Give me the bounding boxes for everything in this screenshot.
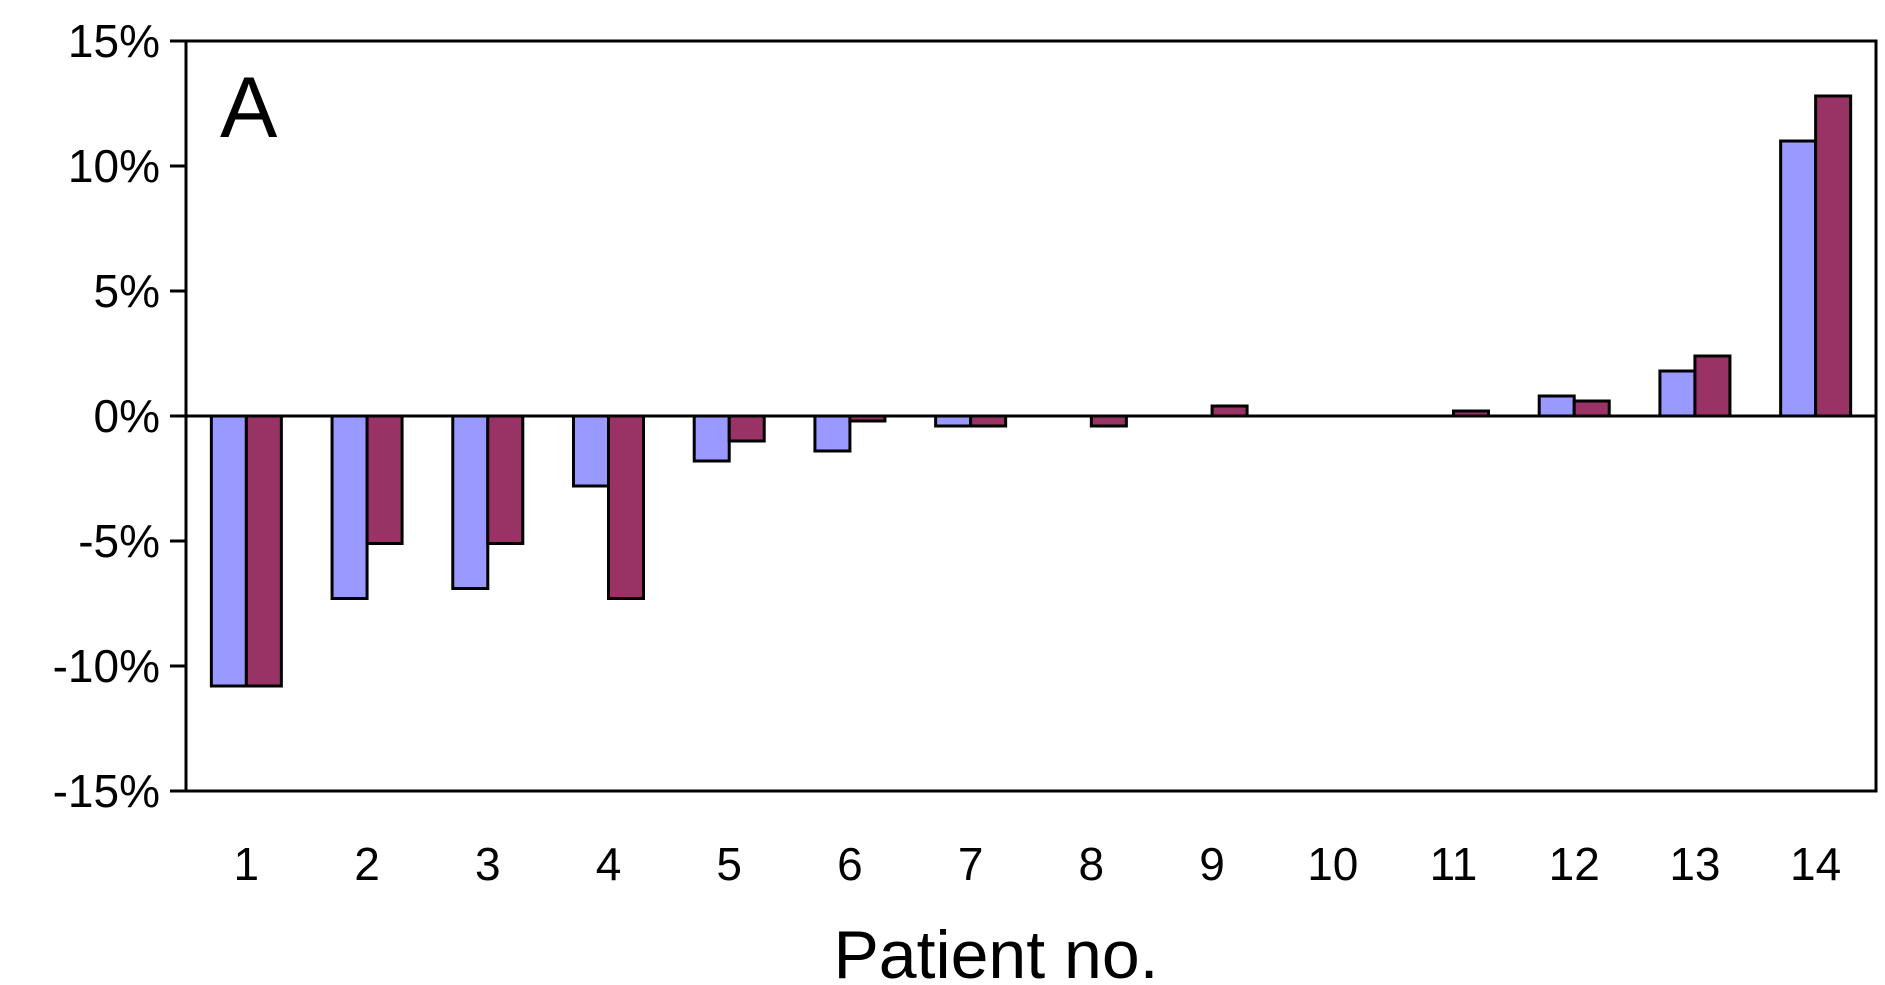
x-tick-label: 7	[958, 838, 984, 890]
x-tick-label: 9	[1199, 838, 1225, 890]
x-tick-label: 5	[716, 838, 742, 890]
x-tick-label: 6	[837, 838, 863, 890]
bar-series-1-patient-4	[571, 414, 610, 488]
bar-series-2-patient-12	[1572, 399, 1611, 418]
x-tick-label: 14	[1790, 838, 1841, 890]
bar-series-1-patient-3	[451, 414, 490, 590]
x-tick-label: 12	[1549, 838, 1600, 890]
y-tick-label: 0%	[94, 390, 160, 442]
bar-series-1-patient-12	[1537, 394, 1576, 418]
y-tick-label: 10%	[68, 140, 160, 192]
y-tick-label: -5%	[78, 515, 160, 567]
x-tick-label: 3	[475, 838, 501, 890]
x-tick-label: 11	[1430, 838, 1478, 890]
bar-series-2-patient-5	[727, 414, 766, 443]
y-tick-label: 15%	[68, 15, 160, 67]
bar-series-2-patient-2	[365, 414, 404, 545]
y-axis-ticks: 15% 10% 5% 0% -5% -10% -15%	[53, 15, 186, 817]
x-tick-label: 13	[1669, 838, 1720, 890]
y-tick-label: -15%	[53, 765, 160, 817]
x-tick-label: 4	[596, 838, 622, 890]
y-tick-label: 5%	[94, 265, 160, 317]
bar-series-1-patient-6	[813, 414, 852, 453]
bar-series-1-patient-13	[1658, 369, 1697, 418]
x-tick-label: 2	[354, 838, 380, 890]
x-axis-tick-labels: 1 2 3 4 5 6 7 8 9 10 11 12 13 14	[234, 838, 1842, 890]
x-tick-label: 8	[1079, 838, 1105, 890]
x-tick-label: 10	[1307, 838, 1358, 890]
x-tick-label: 1	[234, 838, 260, 890]
bar-series-2-patient-4	[607, 414, 646, 600]
bars-group	[209, 94, 1853, 688]
bar-series-2-patient-3	[486, 414, 525, 545]
bar-series-1-patient-14	[1779, 139, 1818, 418]
bar-series-2-patient-13	[1693, 354, 1732, 418]
bar-series-1-patient-1	[209, 414, 248, 688]
bar-series-2-patient-1	[244, 414, 283, 688]
y-tick-label: -10%	[53, 640, 160, 692]
bar-series-1-patient-2	[330, 414, 369, 600]
bar-series-1-patient-5	[692, 414, 731, 463]
bar-series-2-patient-14	[1814, 94, 1853, 418]
plot-frame	[184, 39, 1878, 793]
panel-label: A	[220, 60, 278, 156]
x-axis-title: Patient no.	[833, 917, 1158, 985]
